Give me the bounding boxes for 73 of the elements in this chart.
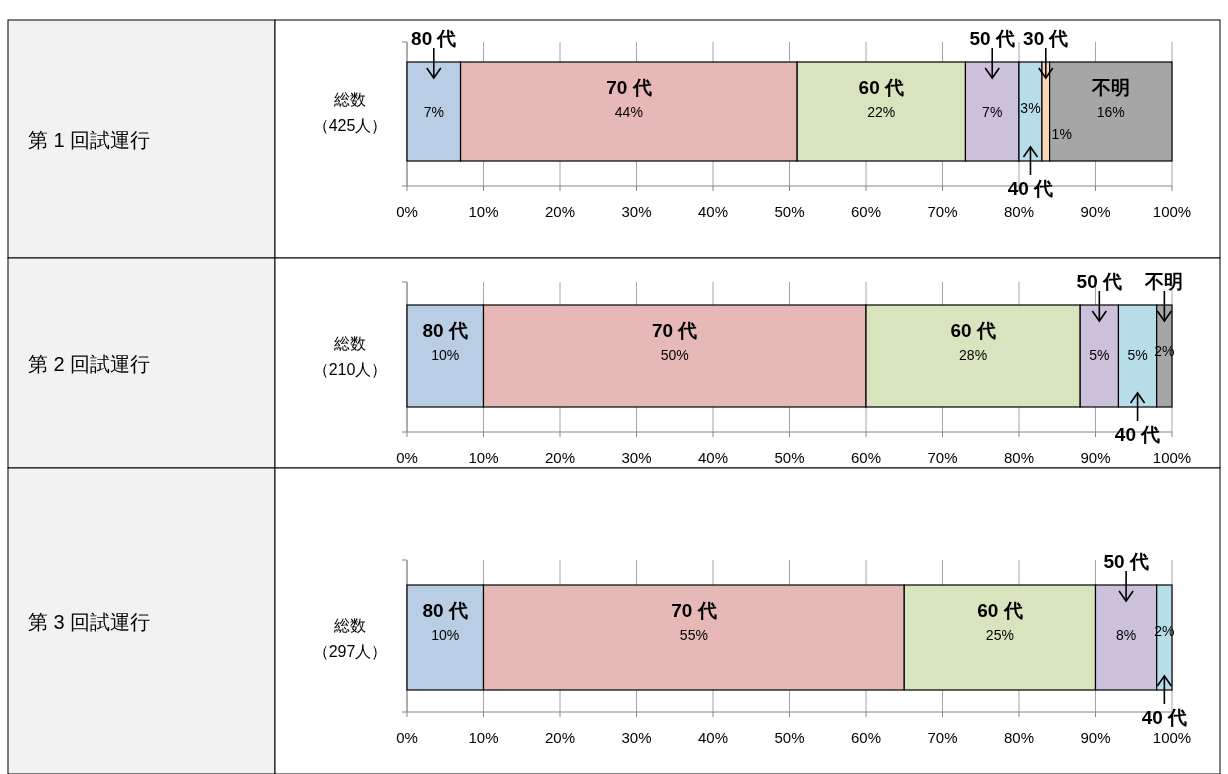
series-label: 50 代 <box>969 28 1015 49</box>
legend-label: 40 代 <box>1141 707 1188 728</box>
x-tick-label: 90% <box>1080 203 1111 220</box>
data-label: 7% <box>982 104 1003 120</box>
data-label: 55% <box>679 627 708 643</box>
data-label: 25% <box>985 627 1014 643</box>
series-label: 40 代 <box>1007 178 1054 199</box>
data-label: 50% <box>660 347 689 363</box>
x-tick-label: 20% <box>544 203 576 220</box>
x-tick-label: 0% <box>396 729 418 746</box>
series-label: 不明 <box>1144 271 1184 292</box>
data-label: 3% <box>1020 100 1041 116</box>
data-label: 7% <box>423 104 444 120</box>
x-tick-label: 0% <box>396 203 418 220</box>
legend-label: 40 代 <box>1114 424 1161 445</box>
x-tick-label: 70% <box>927 203 958 220</box>
series-label: 不明 <box>1090 77 1130 98</box>
x-tick-label: 40% <box>697 449 729 466</box>
x-tick-label: 10% <box>468 203 499 220</box>
y-axis-title: 第 1 回試運行 <box>28 129 151 151</box>
y-tick-label: 総数（210人） <box>312 335 388 378</box>
series-label: 60 代 <box>858 77 905 98</box>
series-label: 50 代 <box>1103 551 1149 572</box>
x-tick-label: 50% <box>774 203 805 220</box>
y-tick-label: 総数（425人） <box>312 90 388 134</box>
series-label: 80 代 <box>411 28 457 49</box>
series-label: 60 代 <box>950 320 996 341</box>
x-tick-label: 70% <box>927 729 958 746</box>
x-tick-label: 30% <box>621 729 652 746</box>
x-tick-label: 60% <box>850 203 882 220</box>
series-label: 30 代 <box>1023 28 1069 49</box>
x-tick-label: 90% <box>1080 729 1111 746</box>
x-tick-label: 80% <box>1003 729 1035 746</box>
y-tick-label: 総数（297人） <box>312 616 388 660</box>
x-tick-label: 60% <box>850 729 882 746</box>
data-label: 16% <box>1096 104 1125 120</box>
x-tick-label: 40% <box>697 203 729 220</box>
series-label: 80 代 <box>422 320 468 341</box>
data-label: 5% <box>1127 347 1148 363</box>
x-tick-label: 100% <box>1152 203 1192 220</box>
x-tick-label: 20% <box>544 729 576 746</box>
x-tick-label: 50% <box>774 729 805 746</box>
x-tick-label: 40% <box>697 729 729 746</box>
data-label: 8% <box>1115 627 1137 643</box>
series-label: 60 代 <box>977 600 1023 621</box>
x-tick-label: 20% <box>544 449 576 466</box>
series-label: 70 代 <box>671 600 717 621</box>
x-tick-label: 80% <box>1003 203 1035 220</box>
data-label: 5% <box>1089 347 1110 363</box>
x-tick-label: 60% <box>850 449 882 466</box>
x-tick-label: 100% <box>1152 449 1192 466</box>
x-tick-label: 30% <box>621 203 652 220</box>
data-label: 22% <box>867 104 896 120</box>
data-label: 10% <box>431 347 460 363</box>
x-tick-label: 70% <box>927 449 958 466</box>
series-label: 70 代 <box>652 320 698 341</box>
data-label: 28% <box>959 347 988 363</box>
data-label: 1% <box>1051 126 1072 142</box>
series-label: 80 代 <box>422 600 468 621</box>
y-axis-title: 第 2 回試運行 <box>28 353 151 375</box>
x-tick-label: 30% <box>621 449 652 466</box>
data-label: 44% <box>614 104 643 120</box>
y-axis-title: 第 3 回試運行 <box>28 611 151 633</box>
x-tick-label: 10% <box>468 449 499 466</box>
x-tick-label: 10% <box>468 729 499 746</box>
x-tick-label: 50% <box>774 449 805 466</box>
data-label: 10% <box>431 627 460 643</box>
x-tick-label: 100% <box>1152 729 1192 746</box>
x-tick-label: 0% <box>396 449 418 466</box>
x-tick-label: 90% <box>1080 449 1111 466</box>
series-label: 50 代 <box>1076 271 1123 292</box>
x-tick-label: 80% <box>1003 449 1035 466</box>
series-label: 70 代 <box>606 77 652 98</box>
